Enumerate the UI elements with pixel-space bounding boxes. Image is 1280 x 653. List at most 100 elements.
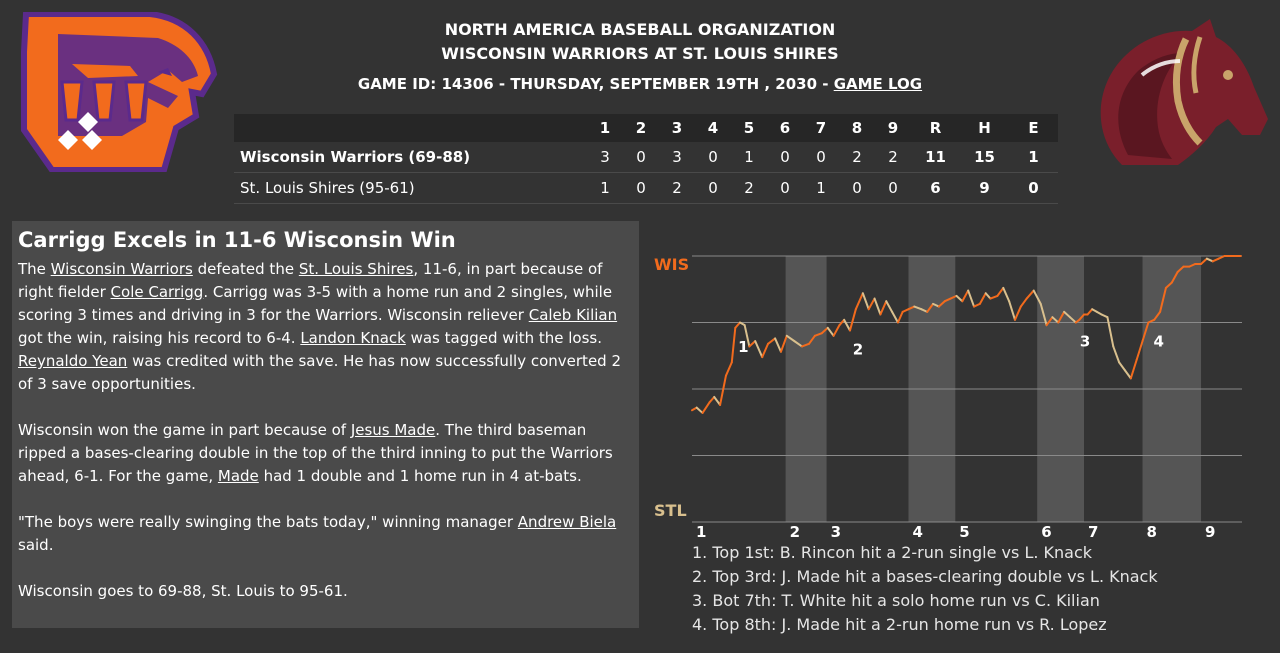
series-segment <box>967 289 976 308</box>
inning-header: 6 <box>767 114 803 142</box>
series-segment <box>713 395 722 406</box>
series-segment <box>1063 310 1071 319</box>
event-item: 4. Top 8th: J. Made hit a 2-run home run… <box>692 615 1107 634</box>
inning-score: 0 <box>695 142 731 173</box>
inning-header: 7 <box>803 114 839 142</box>
series-segment <box>1129 358 1138 380</box>
series-segment <box>813 332 823 337</box>
series-segment <box>695 406 704 414</box>
x-tick-label: 2 <box>790 523 800 540</box>
series-segment <box>896 310 904 324</box>
article-paragraph: "The boys were really swinging the bats … <box>18 511 633 557</box>
inning-score: 1 <box>731 142 767 173</box>
game-header: NORTH AMERICA BASEBALL ORGANIZATION WISC… <box>0 18 1280 93</box>
series-segment <box>843 318 851 332</box>
inning-header: 8 <box>839 114 875 142</box>
series-segment <box>1019 297 1028 308</box>
series-segment <box>774 337 782 353</box>
series-segment <box>801 342 811 348</box>
player-link-caleb-kilian[interactable]: Caleb Kilian <box>528 306 618 324</box>
text: . The third baseman ripped a bases-clear… <box>18 421 613 485</box>
player-link-reynaldo-yean[interactable]: Reynaldo Yean <box>18 352 128 370</box>
inning-score: 2 <box>839 142 875 173</box>
game-id-date: GAME ID: 14306 - THURSDAY, SEPTEMBER 19T… <box>357 75 834 93</box>
series-segment <box>701 401 711 414</box>
league-name: NORTH AMERICA BASEBALL ORGANIZATION <box>444 20 836 39</box>
text: had 1 double and 1 home run in 4 at-bats… <box>258 467 582 485</box>
event-marker-label: 4 <box>1154 333 1164 351</box>
series-segment <box>748 340 757 348</box>
x-tick-label: 7 <box>1088 523 1098 540</box>
series-segment <box>1068 316 1077 324</box>
series-segment <box>1112 345 1121 364</box>
series-segment <box>885 300 894 313</box>
linescore-table: 1 2 3 4 5 6 7 8 9 R H E Wisconsin Warrio… <box>234 114 1058 204</box>
inning-score: 3 <box>659 142 695 173</box>
x-tick-label: 4 <box>912 523 922 540</box>
y-top-label: WIS <box>654 255 689 274</box>
warriors-logo <box>21 12 218 172</box>
series-segment <box>1217 255 1226 260</box>
series-segment <box>761 342 770 359</box>
article-paragraph: Wisconsin won the game in part because o… <box>18 419 633 488</box>
inning-score: 1 <box>587 172 623 204</box>
series-segment <box>719 374 727 406</box>
series-segment <box>779 334 788 353</box>
series-segment <box>793 340 803 348</box>
series-segment <box>989 294 999 300</box>
article-headline: Carrigg Excels in 11-6 Wisconsin Win <box>18 228 456 252</box>
series-segment <box>1164 281 1173 289</box>
game-info: GAME ID: 14306 - THURSDAY, SEPTEMBER 19T… <box>0 75 1280 93</box>
player-link-cole-carrigg[interactable]: Cole Carrigg <box>110 283 204 301</box>
series-segment <box>708 395 716 404</box>
series-segment <box>891 310 899 324</box>
inning-score: 0 <box>695 172 731 204</box>
article-paragraph: Wisconsin goes to 69-88, St. Louis to 95… <box>18 582 348 600</box>
errors-total: 1 <box>1009 142 1058 173</box>
series-segment <box>1002 286 1011 303</box>
game-log-link[interactable]: GAME LOG <box>833 75 923 93</box>
text: was tagged with the loss. <box>405 329 602 347</box>
inning-score: 0 <box>875 172 911 204</box>
series-segment <box>1170 270 1179 284</box>
inning-score: 0 <box>803 142 839 173</box>
series-segment <box>1013 305 1022 321</box>
series-segment <box>785 334 796 343</box>
series-segment <box>973 302 981 308</box>
key-events-list: 1. Top 1st: B. Rincon hit a 2-run single… <box>692 541 1158 637</box>
manager-link-andrew-biela[interactable]: Andrew Biela <box>517 513 617 531</box>
shires-horse-logo <box>1100 19 1268 165</box>
series-segment <box>1200 257 1208 265</box>
series-segment <box>1153 310 1162 321</box>
inning-score: 3 <box>587 142 623 173</box>
series-segment <box>826 326 835 337</box>
table-row: Wisconsin Warriors (69-88) 3 0 3 0 1 0 0… <box>234 142 1058 173</box>
series-segment <box>1205 257 1214 263</box>
hits-total: 9 <box>960 172 1009 204</box>
series-segment <box>808 334 816 345</box>
series-segment <box>901 308 910 313</box>
series-segment <box>1086 308 1094 316</box>
series-segment <box>1008 300 1016 321</box>
event-marker-label: 1 <box>738 338 748 356</box>
text: The <box>18 260 51 278</box>
article-paragraph: The Wisconsin Warriors defeated the St. … <box>18 258 633 396</box>
hits-header: H <box>960 114 1009 142</box>
player-link-made[interactable]: Made <box>217 467 259 485</box>
player-link-landon-knack[interactable]: Landon Knack <box>300 329 406 347</box>
player-link-jesus-made[interactable]: Jesus Made <box>350 421 436 439</box>
series-segment <box>955 294 964 303</box>
team-link-wisconsin[interactable]: Wisconsin Warriors <box>50 260 193 278</box>
inning-score: 0 <box>623 142 659 173</box>
team-link-st-louis[interactable]: St. Louis Shires <box>298 260 414 278</box>
series-segment <box>861 292 870 311</box>
series-segment <box>754 340 764 359</box>
series-segment <box>937 300 946 308</box>
series-segment <box>854 292 864 311</box>
series-segment <box>1045 316 1054 327</box>
event-item: 3. Bot 7th: T. White hit a solo home run… <box>692 591 1100 610</box>
series-segment <box>1100 313 1109 319</box>
x-tick-label: 9 <box>1205 523 1215 540</box>
linescore-header-row: 1 2 3 4 5 6 7 8 9 R H E <box>234 114 1058 142</box>
series-segment <box>879 300 888 316</box>
